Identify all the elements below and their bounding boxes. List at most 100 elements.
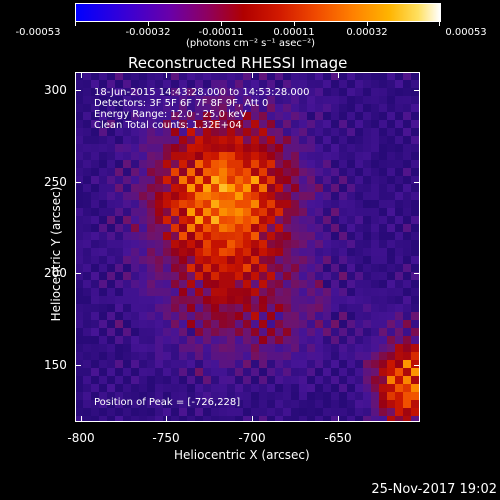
image-pixel [251, 144, 259, 152]
image-pixel [195, 392, 203, 400]
image-pixel [355, 352, 363, 360]
image-pixel [371, 160, 379, 168]
image-pixel [147, 280, 155, 288]
image-pixel [131, 304, 139, 312]
image-pixel [275, 384, 283, 392]
image-pixel [75, 416, 83, 422]
image-pixel [83, 240, 91, 248]
image-pixel [75, 72, 83, 80]
image-pixel [211, 320, 219, 328]
image-pixel [139, 416, 147, 422]
image-pixel [251, 88, 259, 96]
image-pixel [275, 80, 283, 88]
image-pixel [227, 288, 235, 296]
image-pixel [235, 280, 243, 288]
image-pixel [395, 392, 403, 400]
image-pixel [139, 96, 147, 104]
image-pixel [83, 96, 91, 104]
image-pixel [323, 240, 331, 248]
image-pixel [283, 312, 291, 320]
image-pixel [235, 408, 243, 416]
colorbar-label: 0.00011 [273, 27, 315, 38]
image-pixel [171, 248, 179, 256]
image-pixel [91, 272, 99, 280]
image-pixel [307, 264, 315, 272]
image-pixel [387, 232, 395, 240]
image-pixel [107, 96, 115, 104]
image-pixel [395, 336, 403, 344]
image-pixel [203, 160, 211, 168]
image-pixel [259, 256, 267, 264]
image-pixel [219, 96, 227, 104]
image-pixel [91, 392, 99, 400]
image-pixel [283, 400, 291, 408]
image-pixel [323, 168, 331, 176]
image-pixel [163, 408, 171, 416]
image-pixel [299, 216, 307, 224]
image-pixel [251, 384, 259, 392]
image-pixel [203, 352, 211, 360]
image-pixel [419, 376, 420, 384]
image-pixel [155, 72, 163, 80]
image-pixel [307, 376, 315, 384]
image-pixel [243, 344, 251, 352]
image-pixel [211, 400, 219, 408]
image-pixel [163, 168, 171, 176]
image-pixel [403, 96, 411, 104]
image-pixel [171, 80, 179, 88]
image-pixel [315, 184, 323, 192]
image-pixel [227, 272, 235, 280]
image-pixel [275, 320, 283, 328]
image-pixel [219, 280, 227, 288]
image-pixel [307, 208, 315, 216]
image-pixel [379, 304, 387, 312]
image-pixel [171, 344, 179, 352]
image-pixel [203, 224, 211, 232]
colorbar-label: -0.00032 [125, 27, 171, 38]
image-pixel [379, 128, 387, 136]
image-pixel [171, 416, 179, 422]
image-pixel [107, 184, 115, 192]
image-pixel [299, 368, 307, 376]
image-pixel [219, 352, 227, 360]
image-pixel [275, 280, 283, 288]
image-pixel [371, 128, 379, 136]
image-pixel [163, 360, 171, 368]
image-pixel [307, 136, 315, 144]
image-pixel [267, 240, 275, 248]
image-pixel [99, 368, 107, 376]
image-pixel [195, 416, 203, 422]
image-pixel [83, 328, 91, 336]
image-pixel [179, 104, 187, 112]
image-pixel [411, 104, 419, 112]
x-tick [81, 416, 82, 422]
image-pixel [267, 400, 275, 408]
image-pixel [139, 200, 147, 208]
image-pixel [147, 400, 155, 408]
image-pixel [163, 296, 171, 304]
image-pixel [331, 184, 339, 192]
image-pixel [307, 160, 315, 168]
image-pixel [307, 320, 315, 328]
image-pixel [291, 376, 299, 384]
image-pixel [387, 344, 395, 352]
image-pixel [243, 200, 251, 208]
image-pixel [155, 304, 163, 312]
image-pixel [323, 288, 331, 296]
image-pixel [363, 88, 371, 96]
image-pixel [251, 408, 259, 416]
image-pixel [211, 168, 219, 176]
image-pixel [179, 72, 187, 80]
image-pixel [91, 232, 99, 240]
image-pixel [299, 320, 307, 328]
image-pixel [243, 240, 251, 248]
image-pixel [251, 216, 259, 224]
image-pixel [123, 112, 131, 120]
image-pixel [379, 344, 387, 352]
image-pixel [83, 400, 91, 408]
image-pixel [203, 272, 211, 280]
image-pixel [387, 352, 395, 360]
image-pixel [75, 168, 83, 176]
image-pixel [371, 344, 379, 352]
image-pixel [411, 80, 419, 88]
